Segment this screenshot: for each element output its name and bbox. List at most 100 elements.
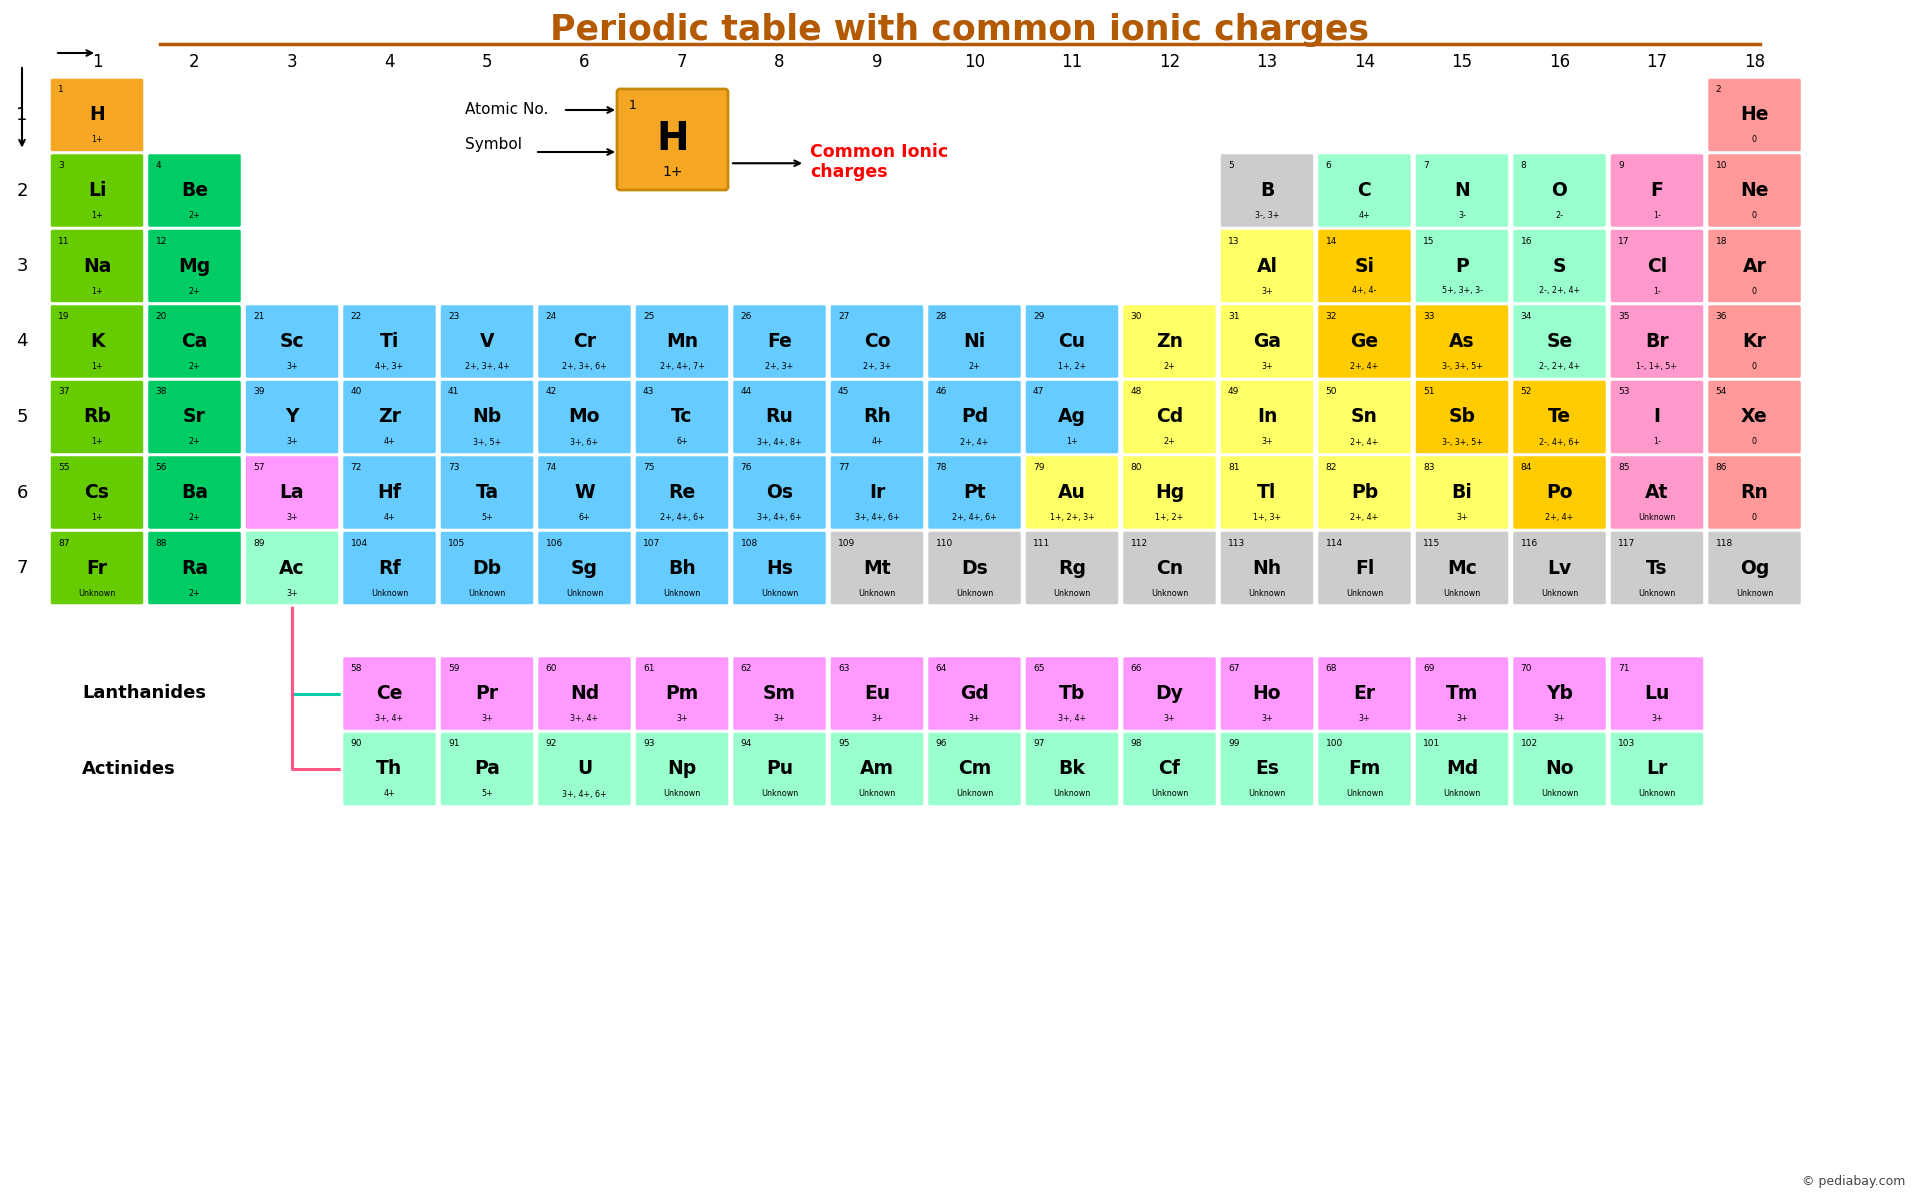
Text: 88: 88 <box>156 539 167 547</box>
Text: Cn: Cn <box>1156 558 1183 577</box>
Text: Np: Np <box>668 760 697 779</box>
Text: 43: 43 <box>643 388 655 396</box>
Text: 17: 17 <box>1619 236 1630 246</box>
Text: 63: 63 <box>837 664 849 673</box>
Text: 17: 17 <box>1647 53 1668 71</box>
Text: Unknown: Unknown <box>1346 790 1382 798</box>
Text: Er: Er <box>1354 684 1375 703</box>
Text: 1+, 2+: 1+, 2+ <box>1058 362 1087 371</box>
Text: Rg: Rg <box>1058 558 1087 577</box>
FancyBboxPatch shape <box>538 530 632 606</box>
FancyBboxPatch shape <box>1609 656 1705 731</box>
Text: Al: Al <box>1256 257 1277 276</box>
Text: 1+: 1+ <box>90 514 104 522</box>
Text: 14: 14 <box>1325 236 1336 246</box>
Text: Cl: Cl <box>1647 257 1667 276</box>
FancyBboxPatch shape <box>1025 379 1119 455</box>
Text: Tb: Tb <box>1058 684 1085 703</box>
Text: 4+: 4+ <box>384 790 396 798</box>
FancyBboxPatch shape <box>1513 656 1607 731</box>
Text: Unknown: Unknown <box>1346 588 1382 598</box>
Text: V: V <box>480 332 493 350</box>
Text: 1+: 1+ <box>90 136 104 144</box>
Text: Tl: Tl <box>1258 482 1277 502</box>
FancyBboxPatch shape <box>1707 78 1803 152</box>
Text: 12: 12 <box>156 236 167 246</box>
FancyBboxPatch shape <box>1025 530 1119 606</box>
Text: Unknown: Unknown <box>760 790 799 798</box>
Text: 51: 51 <box>1423 388 1434 396</box>
Text: Unknown: Unknown <box>468 588 505 598</box>
Text: Unknown: Unknown <box>664 790 701 798</box>
Text: 81: 81 <box>1229 463 1240 472</box>
Text: 3: 3 <box>58 161 63 170</box>
Text: B: B <box>1260 181 1275 200</box>
FancyBboxPatch shape <box>732 304 828 379</box>
FancyBboxPatch shape <box>1609 455 1705 530</box>
FancyBboxPatch shape <box>829 304 925 379</box>
Text: 61: 61 <box>643 664 655 673</box>
Text: Ga: Ga <box>1254 332 1281 350</box>
FancyBboxPatch shape <box>1707 152 1803 228</box>
FancyBboxPatch shape <box>50 152 144 228</box>
FancyBboxPatch shape <box>732 530 828 606</box>
Text: In: In <box>1258 408 1277 426</box>
Text: 3+: 3+ <box>1651 714 1663 722</box>
Text: Sb: Sb <box>1448 408 1475 426</box>
Text: Unknown: Unknown <box>956 790 993 798</box>
Text: 1: 1 <box>92 53 102 71</box>
Text: Si: Si <box>1354 257 1375 276</box>
Text: 0: 0 <box>1751 211 1757 220</box>
Text: Lv: Lv <box>1548 558 1572 577</box>
Text: Ir: Ir <box>870 482 885 502</box>
Text: 4: 4 <box>384 53 396 71</box>
Text: Ru: Ru <box>766 408 793 426</box>
FancyBboxPatch shape <box>732 379 828 455</box>
FancyBboxPatch shape <box>538 304 632 379</box>
Text: 18: 18 <box>1715 236 1726 246</box>
FancyBboxPatch shape <box>342 379 438 455</box>
Text: I: I <box>1653 408 1661 426</box>
FancyBboxPatch shape <box>1415 228 1509 304</box>
FancyBboxPatch shape <box>1609 228 1705 304</box>
FancyBboxPatch shape <box>342 530 438 606</box>
FancyBboxPatch shape <box>732 656 828 731</box>
Text: 3+: 3+ <box>676 714 687 722</box>
Text: Mc: Mc <box>1448 558 1476 577</box>
Text: 8: 8 <box>774 53 785 71</box>
Text: Unknown: Unknown <box>371 588 409 598</box>
FancyBboxPatch shape <box>50 78 144 152</box>
Text: 37: 37 <box>58 388 69 396</box>
Text: 3+, 4+: 3+, 4+ <box>570 714 599 722</box>
Text: 1+: 1+ <box>90 362 104 371</box>
FancyBboxPatch shape <box>1513 304 1607 379</box>
Text: 1+, 2+, 3+: 1+, 2+, 3+ <box>1050 514 1094 522</box>
Text: U: U <box>576 760 591 779</box>
Text: C: C <box>1357 181 1371 200</box>
Text: 25: 25 <box>643 312 655 320</box>
Text: 97: 97 <box>1033 739 1044 749</box>
Text: 46: 46 <box>935 388 947 396</box>
Text: 20: 20 <box>156 312 167 320</box>
FancyBboxPatch shape <box>244 304 340 379</box>
Text: 108: 108 <box>741 539 758 547</box>
Text: 2-, 2+, 4+: 2-, 2+, 4+ <box>1540 362 1580 371</box>
Text: 105: 105 <box>447 539 465 547</box>
FancyBboxPatch shape <box>634 732 730 806</box>
Text: 64: 64 <box>935 664 947 673</box>
FancyBboxPatch shape <box>1609 530 1705 606</box>
FancyBboxPatch shape <box>148 530 242 606</box>
FancyBboxPatch shape <box>342 455 438 530</box>
Text: P: P <box>1455 257 1469 276</box>
Text: Unknown: Unknown <box>1736 588 1774 598</box>
Text: No: No <box>1546 760 1574 779</box>
Text: 4: 4 <box>156 161 161 170</box>
Text: 1-: 1- <box>1653 287 1661 295</box>
Text: 14: 14 <box>1354 53 1375 71</box>
FancyBboxPatch shape <box>634 455 730 530</box>
Text: 93: 93 <box>643 739 655 749</box>
Text: Unknown: Unknown <box>79 588 115 598</box>
FancyBboxPatch shape <box>1219 152 1315 228</box>
Text: 2+: 2+ <box>188 362 200 371</box>
Text: 2+: 2+ <box>1164 362 1175 371</box>
